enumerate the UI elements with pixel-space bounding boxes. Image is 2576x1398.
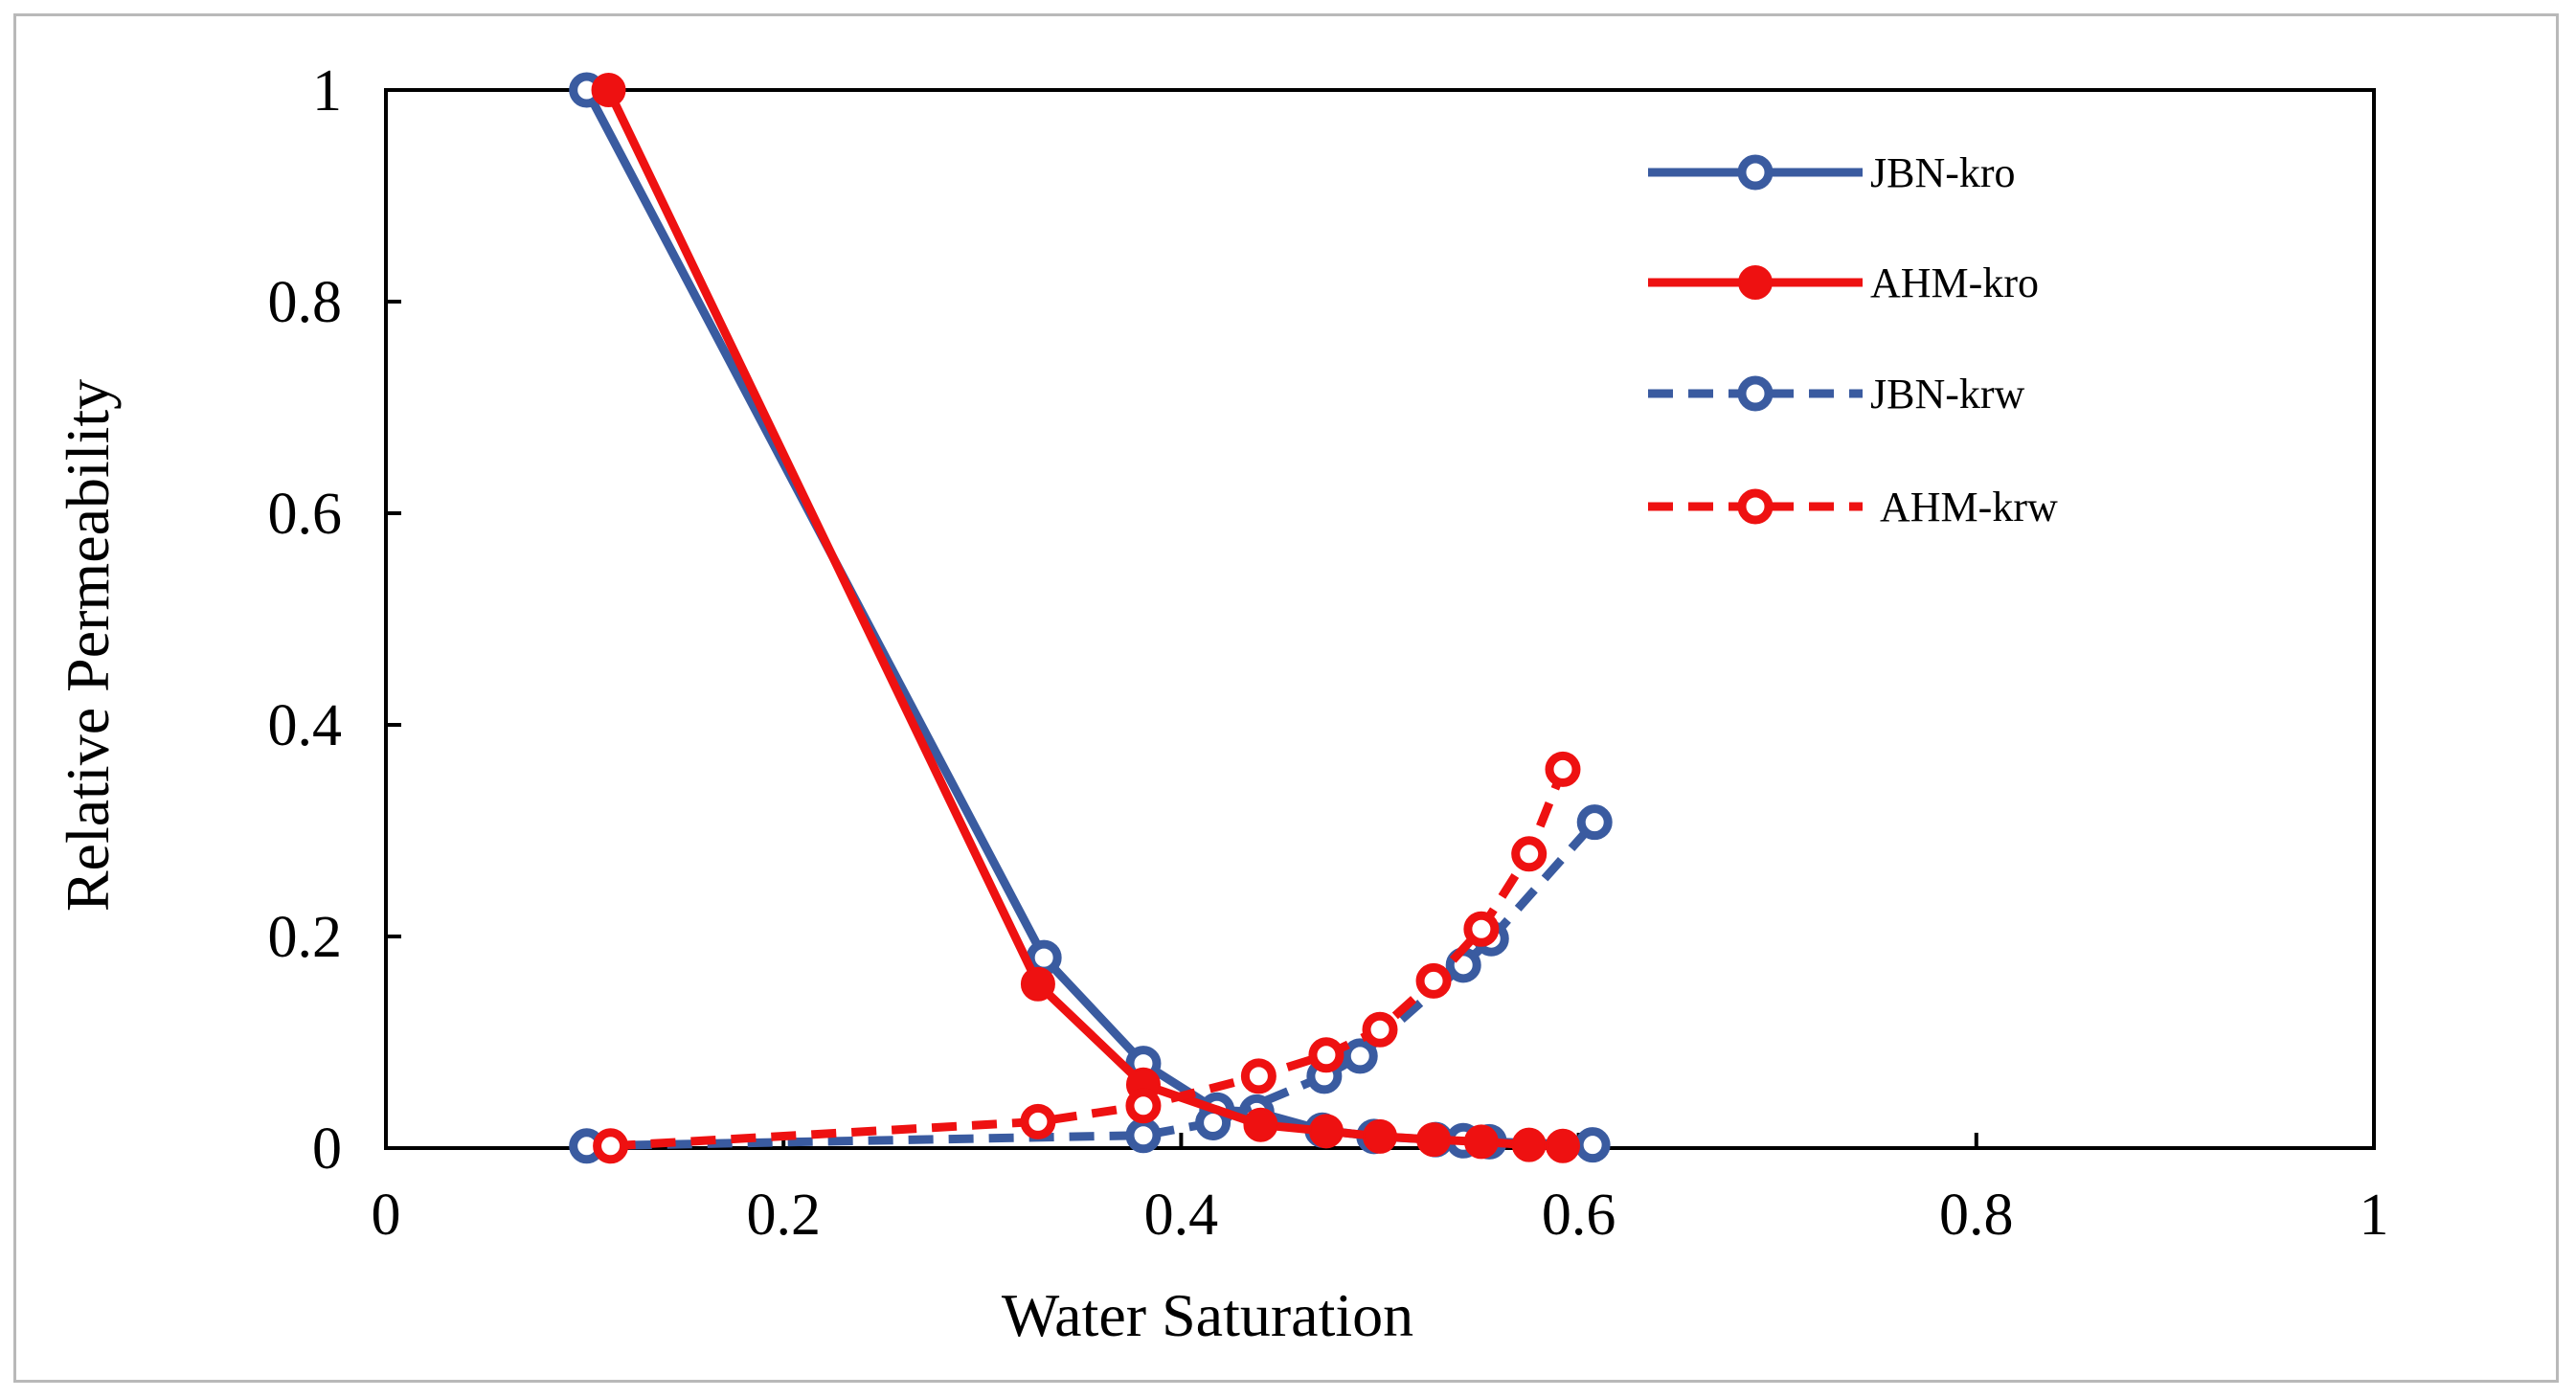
series-ahm-krw [593, 751, 1581, 1164]
data-point-ahm-kro [1545, 1128, 1580, 1163]
data-point-ahm-kro [591, 73, 626, 107]
data-point-ahm-krw [593, 1128, 629, 1164]
data-point-ahm-kro [1308, 1114, 1344, 1149]
data-point-ahm-krw [1463, 911, 1500, 947]
legend-item-jbn-krw: JBN-krw [1648, 371, 2025, 417]
legend-label: AHM-krw [1880, 484, 2058, 530]
data-point-ahm-kro [1363, 1118, 1397, 1154]
legend-swatch-marker [1737, 375, 1774, 412]
data-point-ahm-kro [1416, 1122, 1452, 1158]
relative-permeability-chart: 0 0.2 0.4 0.6 0.8 1 0 0.2 0.4 0.6 0.8 1 JBN-kro AHM-… [54, 58, 2389, 1349]
y-tick-label: 0.8 [268, 270, 343, 335]
data-point-ahm-krw [1511, 836, 1548, 872]
x-tick-label: 0.6 [1542, 1183, 1616, 1248]
x-tick-label: 1 [2360, 1183, 2389, 1248]
x-axis-title: Water Saturation [1002, 1281, 1413, 1349]
x-tick-label: 0.2 [746, 1183, 821, 1248]
data-point-ahm-krw [1125, 1088, 1162, 1124]
legend-swatch-marker [1738, 265, 1773, 300]
legend-swatch-marker [1737, 488, 1774, 525]
legend-label: JBN-krw [1870, 371, 2025, 417]
data-point-ahm-kro [1243, 1107, 1278, 1142]
data-point-jbn-kro [1574, 1127, 1611, 1163]
data-point-ahm-krw [1020, 1103, 1056, 1139]
x-tick-label: 0.8 [1939, 1183, 2014, 1248]
series-line-ahm-kro [604, 88, 1564, 1151]
series-ahm-kro [591, 73, 1580, 1163]
data-point-jbn-krw [1342, 1038, 1378, 1074]
data-point-jbn-kro [1026, 939, 1062, 976]
data-point-ahm-krw [1308, 1037, 1344, 1073]
data-point-jbn-krw [1576, 804, 1613, 841]
y-tick-label: 1 [312, 58, 342, 124]
legend-item-ahm-krw: AHM-krw [1648, 484, 2058, 530]
data-point-ahm-krw [1362, 1011, 1398, 1048]
y-tick-label: 0.4 [268, 693, 343, 758]
y-tick-label: 0 [312, 1116, 342, 1182]
legend-label: JBN-kro [1870, 149, 2016, 196]
series-jbn-krw [569, 804, 1613, 1164]
legend-item-jbn-kro: JBN-kro [1648, 149, 2016, 196]
x-tick-label: 0.4 [1144, 1183, 1219, 1248]
x-tick-label: 0 [372, 1183, 401, 1248]
chart-frame: 0 0.2 0.4 0.6 0.8 1 0 0.2 0.4 0.6 0.8 1 JBN-kro AHM-… [13, 13, 2559, 1383]
legend-label: AHM-kro [1870, 259, 2039, 306]
series-line-ahm-krw [610, 767, 1568, 1151]
data-point-ahm-krw [1545, 751, 1581, 787]
data-point-ahm-kro [1020, 966, 1055, 1002]
legend-item-ahm-kro: AHM-kro [1648, 259, 2039, 306]
data-point-ahm-kro [1463, 1124, 1499, 1160]
y-tick-label: 0.2 [268, 905, 343, 970]
series-jbn-kro [569, 72, 1611, 1163]
y-axis-title: Relative Permeability [54, 379, 122, 912]
data-point-jbn-krw [1125, 1117, 1162, 1154]
data-point-ahm-krw [1240, 1058, 1277, 1094]
data-point-ahm-kro [1511, 1127, 1547, 1162]
y-tick-label: 0.6 [268, 482, 343, 547]
data-point-ahm-krw [1415, 962, 1452, 999]
legend-swatch-marker [1737, 154, 1774, 191]
